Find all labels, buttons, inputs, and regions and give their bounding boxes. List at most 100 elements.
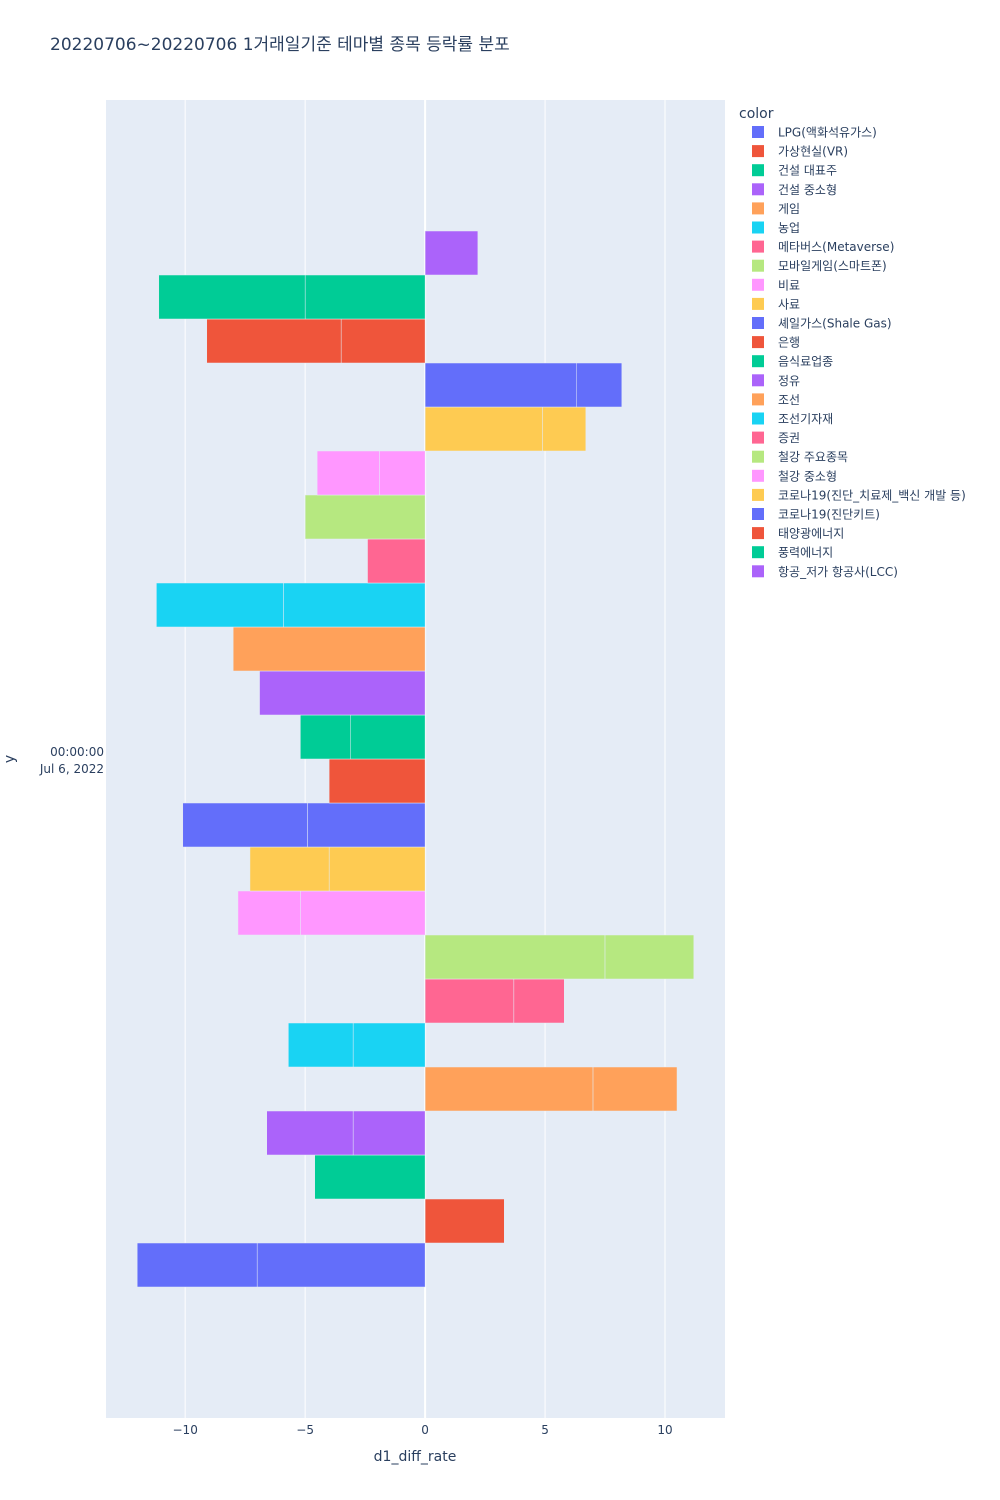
bar-segment[interactable] <box>288 1022 354 1068</box>
x-tick-label: −5 <box>296 1423 314 1437</box>
bar-segment[interactable] <box>300 714 351 760</box>
bar-segment[interactable] <box>367 538 426 584</box>
legend-label[interactable]: 철강 중소형 <box>778 469 837 483</box>
bar-segment[interactable] <box>350 714 426 760</box>
legend-label[interactable]: 건설 중소형 <box>778 183 837 197</box>
bar-segment[interactable] <box>232 626 426 672</box>
legend-swatch[interactable] <box>752 183 764 196</box>
legend-label[interactable]: 셰일가스(Shale Gas) <box>778 317 892 331</box>
legend-label[interactable]: 가상현실(VR) <box>778 145 848 159</box>
y-tick-label-time: 00:00:00 <box>50 745 104 759</box>
bar-segment[interactable] <box>304 494 426 540</box>
bar-segment[interactable] <box>513 978 565 1024</box>
legend-swatch[interactable] <box>752 164 764 177</box>
legend-swatch[interactable] <box>752 527 764 540</box>
legend-swatch[interactable] <box>752 431 764 444</box>
legend-label[interactable]: 모바일게임(스마트폰) <box>778 259 887 273</box>
legend-label[interactable]: 농업 <box>778 221 800 235</box>
legend-label[interactable]: 정유 <box>778 374 800 388</box>
legend-swatch[interactable] <box>752 336 764 349</box>
legend-swatch[interactable] <box>752 221 764 234</box>
legend-label[interactable]: 코로나19(진단키트) <box>778 508 880 522</box>
bar-segment[interactable] <box>156 582 284 628</box>
bar-segment[interactable] <box>379 450 426 496</box>
legend-label[interactable]: 코로나19(진단_치료제_백신 개발 등) <box>778 488 966 502</box>
bars <box>136 230 695 1288</box>
bar-segment[interactable] <box>424 406 543 452</box>
legend-swatch[interactable] <box>752 202 764 215</box>
x-tick-label: −10 <box>173 1423 198 1437</box>
legend-label[interactable]: 항공_저가 항공사(LCC) <box>778 565 898 579</box>
bar-segment[interactable] <box>328 758 426 804</box>
legend-label[interactable]: 조선기자재 <box>778 412 833 426</box>
legend-swatch[interactable] <box>752 412 764 425</box>
bar-segment[interactable] <box>300 890 426 936</box>
bar-segment[interactable] <box>283 582 426 628</box>
bar-segment[interactable] <box>592 1066 678 1112</box>
bar-segment[interactable] <box>307 802 426 848</box>
legend-label[interactable]: 비료 <box>778 278 800 292</box>
bar-segment[interactable] <box>304 274 426 320</box>
legend-label[interactable]: 게임 <box>778 202 800 216</box>
bar-segment[interactable] <box>424 934 606 980</box>
bar-segment[interactable] <box>249 846 330 892</box>
legend-swatch[interactable] <box>752 355 764 368</box>
bar-segment[interactable] <box>424 362 577 408</box>
legend-label[interactable]: 메타버스(Metaverse) <box>778 240 894 254</box>
y-axis-title: y <box>2 755 18 763</box>
bar-segment[interactable] <box>352 1110 426 1156</box>
legend-label[interactable]: 음식료업종 <box>778 355 833 369</box>
bar-segment[interactable] <box>340 318 426 364</box>
legend-label[interactable]: 철강 주요종목 <box>778 450 848 464</box>
bar-segment[interactable] <box>206 318 342 364</box>
legend-label[interactable]: 건설 대표주 <box>778 164 837 178</box>
y-tick-label-date: Jul 6, 2022 <box>39 762 104 776</box>
legend-label[interactable]: LPG(액화석유가스) <box>778 126 877 140</box>
legend-swatch[interactable] <box>752 317 764 329</box>
legend-swatch[interactable] <box>752 565 764 578</box>
bar-segment[interactable] <box>352 1022 426 1068</box>
legend-swatch[interactable] <box>752 488 764 501</box>
legend-swatch[interactable] <box>752 508 764 520</box>
bar-segment[interactable] <box>424 1198 505 1244</box>
x-tick-label: 0 <box>421 1423 429 1437</box>
bar-segment[interactable] <box>237 890 301 936</box>
chart-title: 20220706~20220706 1거래일기준 테마별 종목 등락률 분포 <box>50 35 510 55</box>
bar-segment[interactable] <box>542 406 587 452</box>
legend-swatch[interactable] <box>752 259 764 272</box>
legend-swatch[interactable] <box>752 145 764 158</box>
legend-swatch[interactable] <box>752 278 764 291</box>
bar-segment[interactable] <box>259 670 426 716</box>
legend-label[interactable]: 태양광에너지 <box>778 527 844 541</box>
legend-swatch[interactable] <box>752 450 764 463</box>
legend-label[interactable]: 조선 <box>778 393 800 407</box>
bar-segment[interactable] <box>256 1242 426 1288</box>
legend-swatch[interactable] <box>752 240 764 253</box>
legend-label[interactable]: 증권 <box>778 431 800 445</box>
bar-segment[interactable] <box>182 802 308 848</box>
bar-segment[interactable] <box>266 1110 354 1156</box>
legend-swatch[interactable] <box>752 393 764 406</box>
x-tick-labels: −10 −5 0 5 10 <box>173 1423 673 1437</box>
bar-segment[interactable] <box>316 450 380 496</box>
bar-segment[interactable] <box>424 1066 594 1112</box>
legend-title: color <box>739 106 774 122</box>
bar-segment[interactable] <box>604 934 695 980</box>
legend-label[interactable]: 풍력에너지 <box>778 546 833 560</box>
legend-swatch[interactable] <box>752 546 764 559</box>
bar-segment[interactable] <box>328 846 426 892</box>
bar-segment[interactable] <box>424 230 479 276</box>
bar-segment[interactable] <box>314 1154 426 1200</box>
bar-segment[interactable] <box>575 362 623 408</box>
legend-label[interactable]: 사료 <box>778 297 800 311</box>
legend-swatch[interactable] <box>752 469 764 482</box>
legend-swatch[interactable] <box>752 374 764 387</box>
legend-swatch[interactable] <box>752 297 764 310</box>
legend-swatch[interactable] <box>752 126 764 138</box>
bar-segment[interactable] <box>424 978 515 1024</box>
bar-segment[interactable] <box>136 1242 258 1288</box>
legend-label[interactable]: 은행 <box>778 335 800 350</box>
bar-segment[interactable] <box>158 274 306 320</box>
